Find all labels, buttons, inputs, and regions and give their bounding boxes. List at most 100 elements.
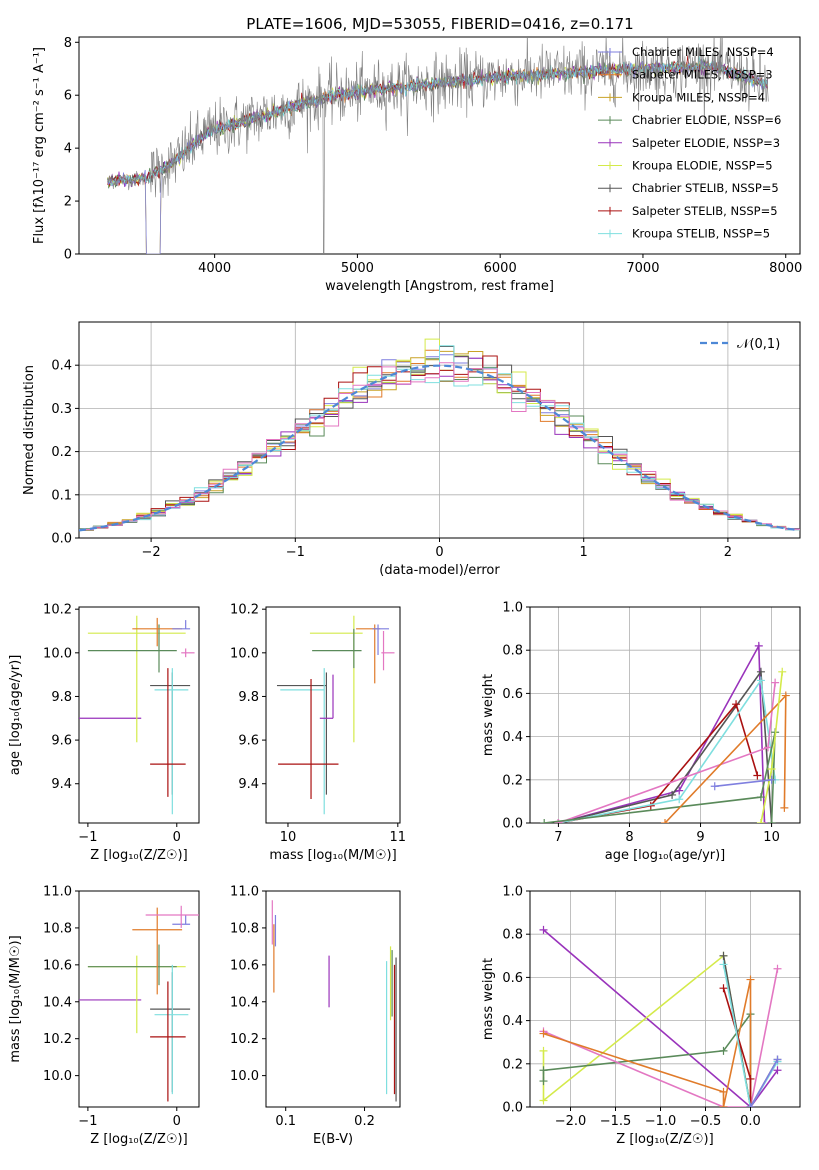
y-tick-label: 0.6 — [502, 971, 523, 986]
x-tick-label: 10 — [280, 830, 297, 845]
y-tick-label: 1.0 — [502, 601, 523, 616]
residuals-frame — [78, 321, 801, 539]
age_vs_z-xlabel: Z [log₁₀(Z/Z☉)] — [90, 848, 187, 863]
residuals-xlabel: (data-model)/error — [379, 563, 500, 578]
series-marker — [773, 1066, 782, 1075]
histogram-pink — [79, 362, 800, 530]
legend-label: 𝒩(0,1) — [737, 337, 780, 352]
y-tick-label: 10.6 — [230, 958, 259, 973]
y-tick-label: 11.0 — [230, 885, 259, 900]
y-tick-label: 0.0 — [502, 1101, 523, 1116]
series-marker — [710, 782, 719, 791]
series-marker — [540, 819, 549, 823]
x-tick-label: 0.2 — [354, 1114, 375, 1129]
series-marker — [746, 975, 755, 984]
y-tick-label: 8 — [64, 36, 72, 51]
y-tick-label: 0 — [64, 248, 72, 263]
legend-label: Chabrier STELIB, NSSP=5 — [632, 181, 779, 195]
x-tick-label: 6000 — [484, 261, 517, 276]
series-line-chabrier_elodie — [542, 1011, 752, 1107]
gaussian-curve — [79, 364, 798, 532]
series-marker — [539, 1077, 548, 1086]
weight_vs_z-xlabel: Z [log₁₀(Z/Z☉)] — [616, 1132, 713, 1147]
weight_vs_z-frame — [529, 890, 801, 1108]
x-tick-label: 2 — [724, 545, 732, 560]
age_vs_z-points — [79, 615, 195, 815]
y-tick-label: 0.2 — [502, 773, 523, 788]
y-tick-label: 11.0 — [43, 885, 72, 900]
y-tick-label: 0.2 — [51, 445, 72, 460]
series-marker — [760, 819, 769, 823]
x-tick-label: 5000 — [341, 261, 374, 276]
y-tick-label: 10.0 — [230, 1069, 259, 1084]
series-marker — [539, 925, 548, 934]
weight_vs_age-ylabel: mass weight — [481, 674, 496, 756]
y-tick-label: 0.3 — [51, 402, 72, 417]
x-tick-label: −2 — [142, 545, 161, 560]
data-spectrum-line — [107, 37, 769, 254]
series-line-salpeter_stelib — [558, 702, 759, 823]
x-tick-label: 11 — [390, 830, 407, 845]
age_vs_mass-points — [276, 615, 395, 815]
series-marker — [668, 790, 677, 799]
series-marker — [719, 960, 728, 969]
mass_vs_z-frame — [78, 890, 200, 1108]
x-tick-label: 8000 — [769, 261, 802, 276]
legend-label: Kroupa ELODIE, NSSP=5 — [632, 159, 773, 173]
series-marker — [732, 700, 741, 709]
series-line-chabrier_miles — [714, 779, 772, 788]
series-marker — [756, 667, 765, 676]
y-tick-label: 9.4 — [238, 777, 259, 792]
x-tick-label: 8 — [625, 830, 633, 845]
y-tick-label: 10.0 — [230, 646, 259, 661]
legend-label: Salpeter MILES, NSSP=3 — [632, 68, 773, 82]
y-tick-label: 10.0 — [43, 646, 72, 661]
weight_vs_z-series — [539, 925, 782, 1107]
series-marker — [746, 1074, 755, 1083]
series-line-chabrier_miles — [749, 1059, 779, 1107]
series-marker — [756, 819, 765, 823]
weight_vs_age-frame — [529, 606, 801, 824]
x-tick-label: −1 — [78, 1114, 97, 1129]
series-line-kroupa_stelib — [558, 678, 776, 823]
series-marker — [675, 795, 684, 804]
y-tick-label: 0.1 — [51, 488, 72, 503]
y-tick-label: 0.4 — [502, 1014, 523, 1029]
spectrum-xlabel: wavelength [Angstrom, rest frame] — [325, 279, 554, 294]
series-line-salpeter_elodie — [542, 929, 779, 1107]
series-marker — [753, 771, 762, 780]
y-tick-label: 0.6 — [502, 687, 523, 702]
y-tick-label: 10.6 — [43, 958, 72, 973]
age_vs_mass-axes: 10 11 9.4 9.6 9.8 10.0 10.2 mass [log₁₀(M/M☉)] — [230, 603, 406, 863]
series-marker — [754, 641, 763, 650]
y-tick-label: 9.6 — [238, 734, 259, 749]
y-tick-label: 4 — [64, 142, 72, 157]
legend-label: Chabrier MILES, NSSP=4 — [632, 45, 774, 59]
x-tick-label: 4000 — [198, 261, 231, 276]
series-marker — [781, 691, 790, 700]
x-tick-label: 0 — [173, 1114, 181, 1129]
y-tick-label: 0.8 — [502, 928, 523, 943]
y-tick-label: 2 — [64, 195, 72, 210]
y-tick-label: 10.4 — [43, 995, 72, 1010]
x-tick-label: −0.5 — [690, 1114, 722, 1129]
spectrum-ylabel: Flux [fλ10⁻¹⁷ erg cm⁻² s⁻¹ A⁻¹] — [32, 47, 47, 244]
x-tick-label: −1 — [78, 830, 97, 845]
x-tick-label: −1.5 — [600, 1114, 632, 1129]
y-tick-label: 1.0 — [502, 885, 523, 900]
x-tick-label: 9 — [696, 830, 704, 845]
series-marker — [719, 1046, 728, 1055]
series-marker — [675, 786, 684, 795]
series-marker — [719, 1087, 728, 1096]
spectrum-frame — [78, 36, 801, 255]
series-marker — [719, 951, 728, 960]
series-line-pink — [543, 968, 779, 1107]
mass_vs_ebv-points — [271, 900, 397, 1102]
legend-label: Kroupa STELIB, NSSP=5 — [632, 227, 770, 241]
x-tick-label: 7000 — [626, 261, 659, 276]
series-marker — [554, 819, 563, 823]
y-tick-label: 9.8 — [238, 690, 259, 705]
series-marker — [756, 793, 765, 802]
series-marker — [773, 964, 782, 973]
